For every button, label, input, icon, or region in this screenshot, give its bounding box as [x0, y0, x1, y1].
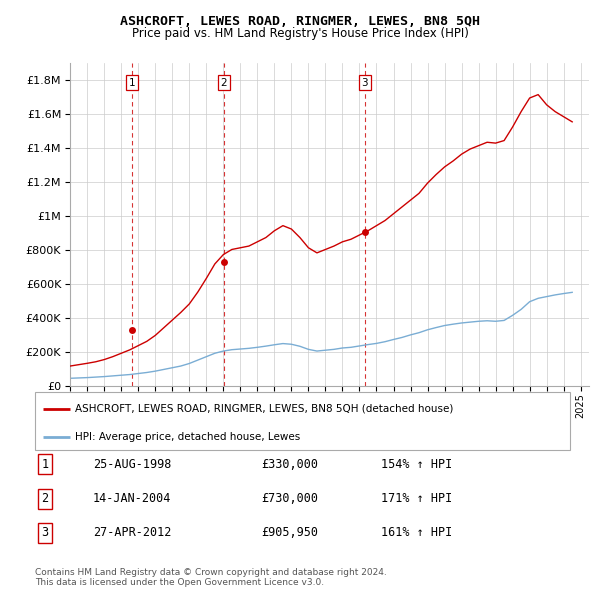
Text: 161% ↑ HPI: 161% ↑ HPI: [381, 526, 452, 539]
Text: HPI: Average price, detached house, Lewes: HPI: Average price, detached house, Lewe…: [75, 432, 300, 442]
Text: Contains HM Land Registry data © Crown copyright and database right 2024.
This d: Contains HM Land Registry data © Crown c…: [35, 568, 386, 587]
Text: 25-AUG-1998: 25-AUG-1998: [93, 458, 172, 471]
Text: 154% ↑ HPI: 154% ↑ HPI: [381, 458, 452, 471]
Text: 27-APR-2012: 27-APR-2012: [93, 526, 172, 539]
Text: 171% ↑ HPI: 171% ↑ HPI: [381, 492, 452, 505]
Text: 1: 1: [41, 458, 49, 471]
Text: Price paid vs. HM Land Registry's House Price Index (HPI): Price paid vs. HM Land Registry's House …: [131, 27, 469, 40]
Text: 1: 1: [129, 78, 136, 88]
Text: £905,950: £905,950: [261, 526, 318, 539]
Text: 3: 3: [41, 526, 49, 539]
Text: 2: 2: [221, 78, 227, 88]
Text: ASHCROFT, LEWES ROAD, RINGMER, LEWES, BN8 5QH: ASHCROFT, LEWES ROAD, RINGMER, LEWES, BN…: [120, 15, 480, 28]
Text: £730,000: £730,000: [261, 492, 318, 505]
Text: 14-JAN-2004: 14-JAN-2004: [93, 492, 172, 505]
Text: 2: 2: [41, 492, 49, 505]
Text: ASHCROFT, LEWES ROAD, RINGMER, LEWES, BN8 5QH (detached house): ASHCROFT, LEWES ROAD, RINGMER, LEWES, BN…: [75, 404, 454, 414]
Text: 3: 3: [362, 78, 368, 88]
Text: £330,000: £330,000: [261, 458, 318, 471]
